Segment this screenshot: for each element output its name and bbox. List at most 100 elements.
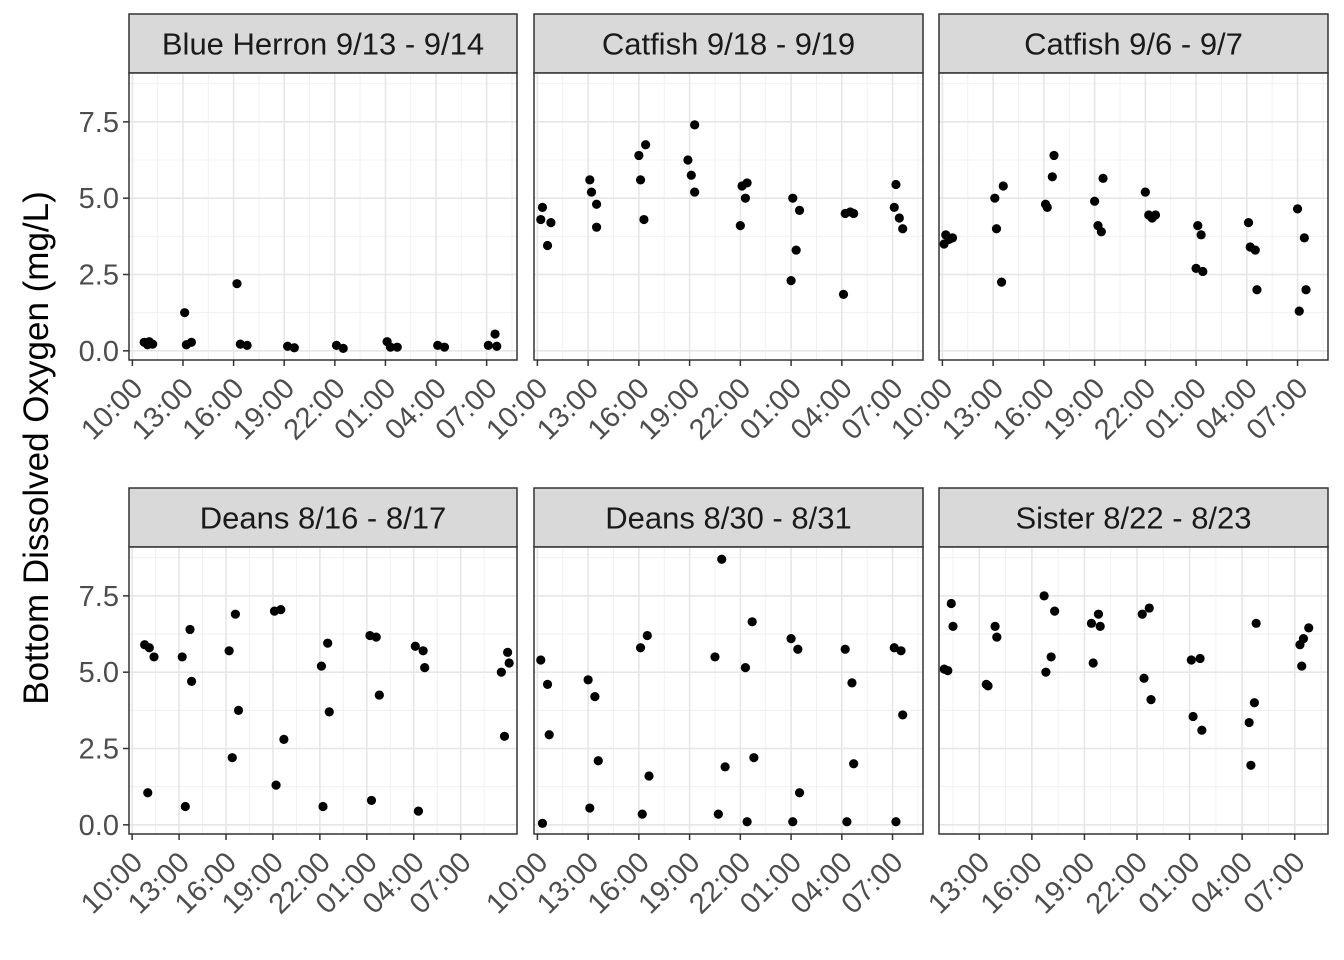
plot-content — [129, 73, 517, 360]
data-point — [1193, 221, 1203, 231]
data-point — [1088, 658, 1098, 668]
data-point — [1139, 673, 1149, 683]
data-point — [1042, 202, 1052, 212]
data-point — [996, 277, 1007, 287]
data-point — [898, 710, 908, 720]
data-point — [1140, 187, 1150, 197]
facet-title: Deans 8/30 - 8/31 — [605, 501, 851, 536]
data-point — [946, 598, 956, 609]
data-point — [794, 205, 805, 215]
data-point — [634, 150, 644, 161]
data-point — [593, 756, 603, 766]
data-point — [271, 780, 281, 790]
data-point — [537, 202, 548, 212]
data-point — [1086, 618, 1097, 628]
data-point — [1197, 725, 1207, 735]
panel-border — [938, 72, 1329, 361]
data-point — [366, 795, 377, 806]
facet-title: Catfish 9/18 - 9/19 — [602, 27, 855, 62]
data-point — [635, 643, 646, 653]
data-point — [891, 817, 901, 827]
data-point — [690, 120, 700, 130]
plot-area — [129, 547, 517, 834]
data-point — [324, 707, 334, 717]
plot-area — [939, 547, 1328, 834]
data-point — [504, 658, 514, 668]
data-point — [233, 705, 244, 715]
data-point — [990, 621, 1000, 631]
data-point — [842, 817, 852, 827]
y-tick-label: 5.0 — [79, 657, 119, 689]
data-point — [1246, 760, 1256, 770]
data-point — [546, 218, 556, 228]
data-point — [720, 762, 730, 772]
data-point — [279, 734, 289, 744]
data-point — [177, 652, 187, 662]
data-point — [503, 647, 513, 657]
y-tick-label: 2.5 — [79, 734, 119, 766]
data-point — [847, 678, 857, 688]
data-point — [1047, 172, 1057, 182]
y-tick-label: 7.5 — [79, 107, 119, 139]
data-point — [224, 646, 234, 656]
data-point — [1196, 230, 1206, 240]
data-point — [786, 276, 796, 286]
data-point — [186, 337, 197, 347]
data-point — [947, 233, 958, 243]
data-point — [717, 554, 727, 564]
data-point — [1090, 196, 1100, 206]
data-point — [889, 202, 899, 212]
data-point — [586, 187, 597, 197]
data-point — [585, 175, 595, 185]
data-point — [735, 221, 745, 231]
data-point — [1294, 306, 1304, 316]
data-point — [1096, 227, 1106, 237]
data-point — [410, 641, 420, 651]
data-point — [544, 730, 554, 740]
data-point — [998, 181, 1008, 191]
y-tick-label: 0.0 — [79, 810, 119, 842]
data-point — [948, 621, 958, 631]
facet-panels: Blue Herron 9/13 - 9/1410:0013:0016:0019… — [75, 13, 1329, 920]
data-point — [144, 643, 154, 653]
data-point — [1098, 173, 1108, 183]
data-point — [185, 624, 195, 635]
data-point — [496, 667, 506, 677]
data-point — [499, 731, 510, 741]
data-point — [1297, 661, 1307, 671]
data-point — [894, 213, 904, 223]
data-point — [1093, 609, 1104, 619]
data-point — [683, 155, 693, 165]
data-point — [149, 652, 159, 662]
data-point — [1039, 591, 1049, 601]
plot-area — [939, 73, 1328, 360]
data-point — [227, 753, 237, 763]
data-point — [542, 679, 553, 689]
y-tick-label: 2.5 — [79, 260, 119, 292]
plot-area — [129, 73, 517, 360]
data-point — [1244, 717, 1254, 728]
plot-content — [534, 73, 923, 360]
data-point — [644, 771, 654, 781]
data-point — [1046, 652, 1056, 662]
data-point — [990, 193, 1000, 203]
data-point — [490, 329, 500, 339]
data-point — [639, 214, 649, 225]
data-point — [276, 604, 286, 615]
panel-border — [938, 546, 1329, 835]
panel-border — [533, 546, 924, 835]
data-point — [713, 809, 723, 819]
data-point — [1292, 204, 1303, 214]
y-tick-label: 0.0 — [79, 336, 119, 368]
data-point — [686, 170, 696, 180]
data-point — [740, 193, 751, 203]
panel-border — [533, 72, 924, 361]
data-point — [392, 342, 402, 352]
plot-content — [939, 73, 1328, 360]
data-point — [1250, 245, 1260, 255]
facet-title: Deans 8/16 - 8/17 — [200, 501, 446, 536]
data-point — [740, 663, 751, 673]
data-point — [418, 646, 428, 656]
data-point — [590, 692, 600, 702]
data-point — [420, 663, 430, 673]
